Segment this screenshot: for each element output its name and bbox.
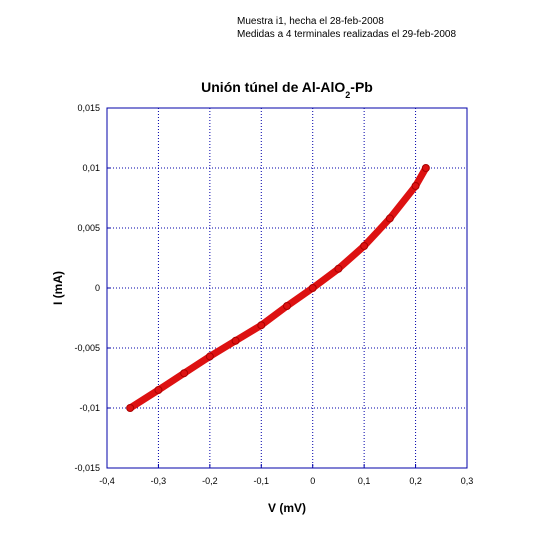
data-point: [154, 386, 163, 394]
data-point: [205, 352, 214, 361]
y-tick-label: 0,005: [77, 223, 100, 233]
y-tick-label: 0,01: [82, 163, 100, 173]
x-axis-label: V (mV): [268, 501, 306, 515]
y-tick-label: -0,015: [74, 463, 100, 473]
data-line: [126, 164, 430, 412]
y-axis-label: I (mA): [51, 271, 65, 305]
y-tick-label: -0,005: [74, 343, 100, 353]
y-tick-label: -0,01: [79, 403, 100, 413]
x-tick-label: -0,3: [151, 476, 167, 486]
x-tick-label: -0,4: [99, 476, 115, 486]
data-point: [308, 284, 317, 292]
plot-frame: [106, 107, 468, 469]
title-part: Unión túnel de Al-AlO: [201, 79, 345, 95]
data-point: [257, 321, 266, 330]
annotation: Medidas a 4 terminales realizadas el 29-…: [237, 29, 456, 40]
data-point: [180, 369, 189, 378]
data-point: [126, 404, 135, 412]
x-tick-label: 0,1: [358, 476, 371, 486]
data-point: [385, 214, 394, 223]
x-tick-label: -0,1: [254, 476, 270, 486]
x-tick-label: -0,2: [202, 476, 218, 486]
data-point: [411, 182, 420, 190]
chart-title: Unión túnel de Al-AlO2-Pb: [201, 79, 373, 100]
x-tick-label: 0,3: [461, 476, 474, 486]
data-point: [231, 336, 240, 345]
y-tick-label: 0: [95, 283, 100, 293]
x-tick-label: 0,2: [409, 476, 422, 486]
data-point: [360, 242, 369, 250]
y-tick-label: 0,015: [77, 103, 100, 113]
title-part: -Pb: [350, 79, 373, 95]
data-point: [283, 302, 291, 310]
data-point: [334, 264, 343, 273]
data-point: [421, 164, 430, 172]
annotation: Muestra i1, hecha el 28-feb-2008: [237, 16, 384, 27]
title-subscript: 2: [345, 90, 350, 100]
x-tick-label: 0: [310, 476, 315, 486]
